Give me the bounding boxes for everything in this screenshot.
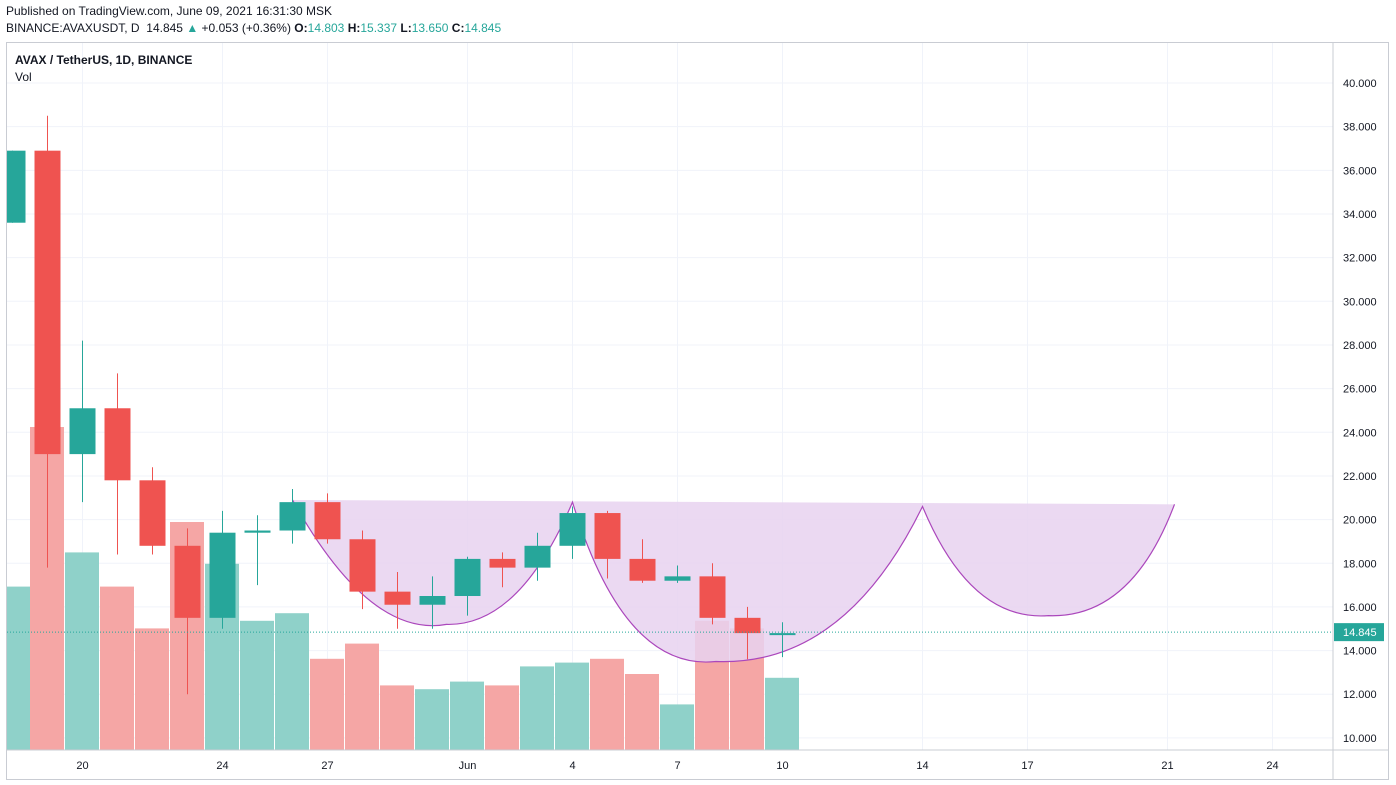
y-tick-label: 24.000 bbox=[1343, 427, 1377, 439]
volume-bar bbox=[415, 689, 449, 750]
candle-body bbox=[489, 558, 516, 568]
high-label: H: bbox=[347, 21, 361, 35]
x-tick-label: 7 bbox=[674, 760, 680, 772]
x-tick-label: 24 bbox=[216, 760, 228, 772]
last-price: 14.845 bbox=[146, 21, 183, 35]
y-tick-label: 22.000 bbox=[1343, 471, 1377, 483]
volume-bar bbox=[660, 704, 694, 750]
volume-bar bbox=[520, 666, 554, 750]
candle-body bbox=[279, 502, 306, 531]
volume-bar bbox=[310, 658, 344, 750]
candle-body bbox=[349, 539, 376, 592]
y-tick-label: 36.000 bbox=[1343, 165, 1377, 177]
candle-body bbox=[594, 513, 621, 559]
y-tick-label: 26.000 bbox=[1343, 384, 1377, 396]
y-tick-label: 18.000 bbox=[1343, 558, 1377, 570]
y-tick-label: 20.000 bbox=[1343, 515, 1377, 527]
volume-bar bbox=[7, 586, 30, 750]
x-tick-label: 17 bbox=[1021, 760, 1033, 772]
candle-body bbox=[209, 532, 236, 618]
ohlc-line: BINANCE:AVAXUSDT, D 14.845 ▲ +0.053 (+0.… bbox=[6, 21, 501, 35]
volume-bar bbox=[345, 643, 379, 750]
y-tick-label: 40.000 bbox=[1343, 78, 1377, 90]
close-value: 14.845 bbox=[464, 21, 502, 35]
candle-body bbox=[559, 513, 586, 546]
published-line: Published on TradingView.com, June 09, 2… bbox=[6, 4, 332, 18]
pattern-fill bbox=[292, 499, 1175, 663]
last-price-tag-label: 14.845 bbox=[1343, 627, 1377, 639]
y-tick-label: 16.000 bbox=[1343, 602, 1377, 614]
low-label: L: bbox=[400, 21, 412, 35]
candle-body bbox=[314, 502, 341, 540]
last-price-tag bbox=[1334, 623, 1384, 642]
y-tick-label: 38.000 bbox=[1343, 122, 1377, 134]
candle-body bbox=[629, 558, 656, 581]
volume-bar bbox=[555, 662, 589, 750]
candle-body bbox=[384, 591, 411, 605]
volume-bar bbox=[765, 677, 799, 750]
pattern-outline bbox=[291, 499, 1176, 663]
x-tick-label: 10 bbox=[776, 760, 788, 772]
candle-body bbox=[244, 530, 271, 533]
candle-body bbox=[104, 408, 131, 481]
candle-body bbox=[7, 150, 26, 223]
volume-bar bbox=[275, 613, 309, 750]
candle-body bbox=[734, 617, 761, 634]
volume-bar bbox=[380, 685, 414, 750]
candle-body bbox=[769, 633, 796, 636]
symbol-label: BINANCE:AVAXUSDT, D bbox=[6, 21, 140, 35]
x-tick-label: Jun bbox=[459, 760, 477, 772]
candle-body bbox=[524, 545, 551, 568]
high-value: 15.337 bbox=[360, 21, 398, 35]
y-tick-label: 10.000 bbox=[1343, 733, 1377, 745]
candle-body bbox=[664, 576, 691, 581]
volume-bar bbox=[450, 681, 484, 750]
y-tick-label: 14.000 bbox=[1343, 646, 1377, 658]
x-tick-label: 21 bbox=[1161, 760, 1173, 772]
change-value: +0.053 (+0.36%) bbox=[201, 21, 291, 35]
volume-legend: Vol bbox=[15, 70, 32, 84]
x-tick-label: 27 bbox=[321, 760, 333, 772]
close-label: C: bbox=[451, 21, 465, 35]
volume-bar bbox=[590, 658, 624, 750]
x-tick-label: 4 bbox=[569, 760, 575, 772]
open-label: O: bbox=[294, 21, 308, 35]
y-tick-label: 30.000 bbox=[1343, 296, 1377, 308]
candle-body bbox=[174, 545, 201, 618]
candle-body bbox=[419, 596, 446, 605]
chart-legend-title: AVAX / TetherUS, 1D, BINANCE bbox=[15, 53, 193, 67]
volume-bar bbox=[625, 674, 659, 750]
y-tick-label: 34.000 bbox=[1343, 209, 1377, 221]
y-tick-label: 28.000 bbox=[1343, 340, 1377, 352]
candle-body bbox=[699, 576, 726, 618]
candle-body bbox=[139, 480, 166, 546]
volume-bar bbox=[65, 552, 99, 750]
x-tick-label: 20 bbox=[76, 760, 88, 772]
volume-bar bbox=[485, 685, 519, 750]
candle-body bbox=[69, 408, 96, 455]
low-value: 13.650 bbox=[411, 21, 449, 35]
x-tick-label: 24 bbox=[1266, 760, 1278, 772]
volume-bar bbox=[100, 586, 134, 750]
chart-frame bbox=[6, 42, 1389, 780]
volume-bar bbox=[135, 628, 169, 750]
open-value: 14.803 bbox=[307, 21, 345, 35]
volume-bar bbox=[240, 620, 274, 750]
up-arrow-icon: ▲ bbox=[186, 21, 199, 35]
candle-body bbox=[454, 558, 481, 597]
y-tick-label: 32.000 bbox=[1343, 253, 1377, 265]
x-tick-label: 14 bbox=[916, 760, 928, 772]
y-tick-label: 12.000 bbox=[1343, 689, 1377, 701]
candle-body bbox=[34, 150, 61, 455]
